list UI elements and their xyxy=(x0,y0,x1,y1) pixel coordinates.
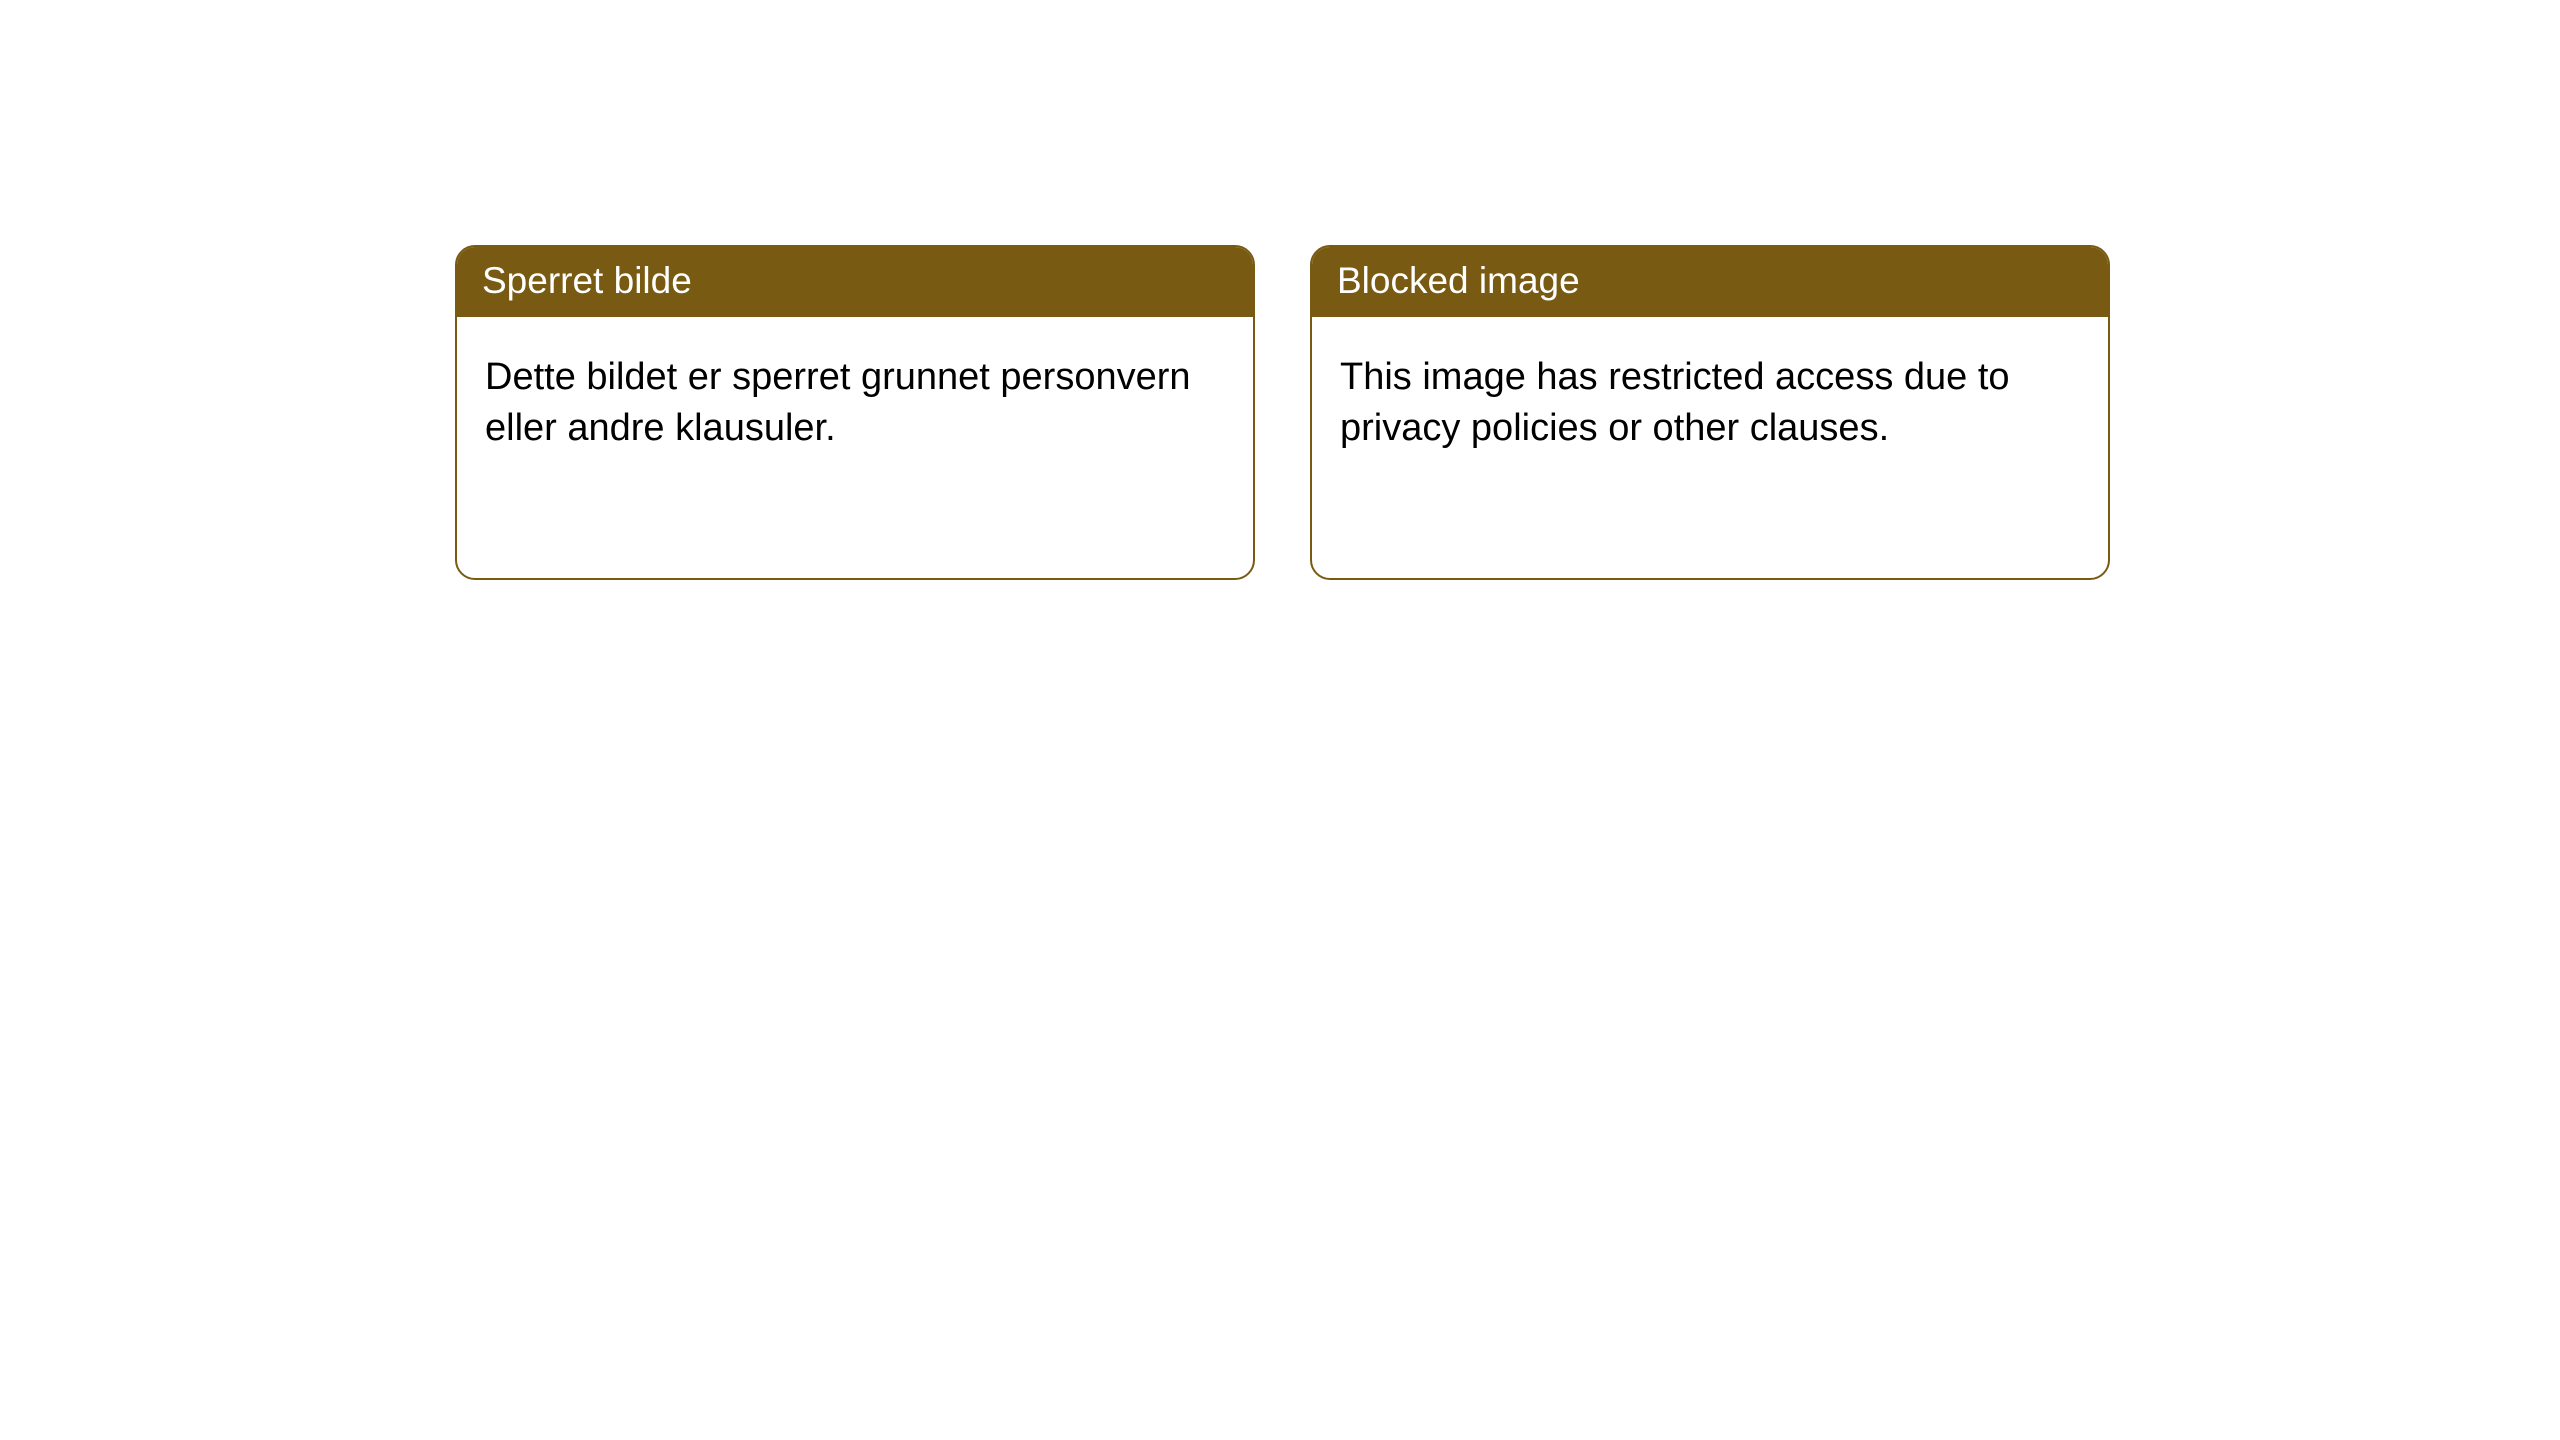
card-header: Blocked image xyxy=(1312,247,2108,317)
notice-container: Sperret bilde Dette bildet er sperret gr… xyxy=(455,245,2110,580)
card-body: This image has restricted access due to … xyxy=(1312,317,2108,490)
card-header: Sperret bilde xyxy=(457,247,1253,317)
header-text: Sperret bilde xyxy=(482,260,692,301)
header-text: Blocked image xyxy=(1337,260,1580,301)
notice-card-norwegian: Sperret bilde Dette bildet er sperret gr… xyxy=(455,245,1255,580)
card-body: Dette bildet er sperret grunnet personve… xyxy=(457,317,1253,490)
notice-card-english: Blocked image This image has restricted … xyxy=(1310,245,2110,580)
body-text: Dette bildet er sperret grunnet personve… xyxy=(485,356,1191,449)
body-text: This image has restricted access due to … xyxy=(1340,356,2010,449)
